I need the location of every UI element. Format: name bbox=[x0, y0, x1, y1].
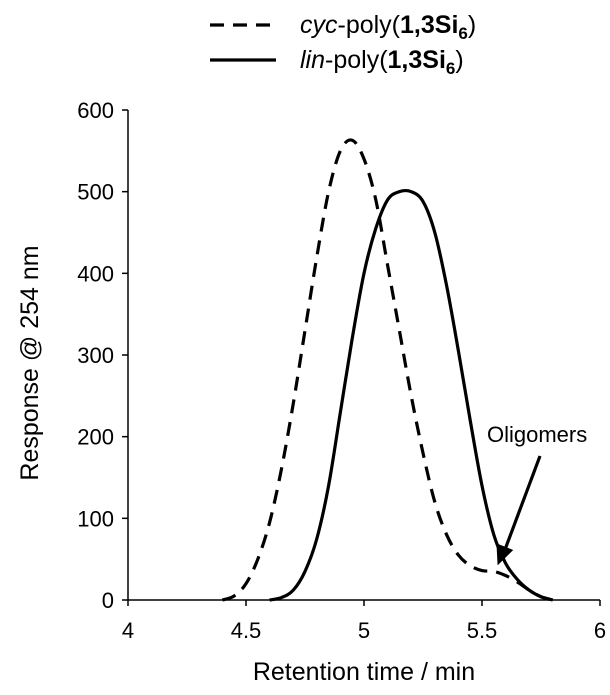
axes: 4 4.5 5 5.5 6 0 100 200 300 400 500 600 bbox=[77, 98, 606, 643]
x-tick-label: 5 bbox=[358, 618, 370, 643]
x-tick-label: 4 bbox=[122, 618, 134, 643]
x-tick-label: 6 bbox=[594, 618, 606, 643]
y-tick-label: 100 bbox=[77, 506, 114, 531]
legend-label: cyc-poly(1,3Si6) bbox=[300, 11, 476, 43]
y-tick-label: 300 bbox=[77, 343, 114, 368]
x-axis-title: Retention time / min bbox=[253, 658, 475, 686]
y-tick-label: 0 bbox=[102, 588, 114, 613]
x-tick-label: 5.5 bbox=[467, 618, 498, 643]
annotation-arrow-shaft bbox=[502, 455, 542, 554]
series-lin-line bbox=[269, 188, 554, 602]
annotation: Oligomers bbox=[487, 422, 587, 566]
series-cyc-line bbox=[221, 138, 554, 602]
y-tick-label: 400 bbox=[77, 261, 114, 286]
y-tick-label: 500 bbox=[77, 180, 114, 205]
y-tick-label: 200 bbox=[77, 425, 114, 450]
y-tick-label: 600 bbox=[77, 98, 114, 123]
annotation-label: Oligomers bbox=[487, 422, 587, 447]
y-axis-title: Response @ 254 nm bbox=[16, 245, 44, 480]
legend-label: lin-poly(1,3Si6) bbox=[300, 46, 464, 78]
series-group bbox=[221, 138, 554, 602]
x-tick-label: 4.5 bbox=[231, 618, 262, 643]
annotation-arrowhead bbox=[496, 543, 514, 566]
legend: cyc-poly(1,3Si6)lin-poly(1,3Si6) bbox=[210, 11, 476, 78]
